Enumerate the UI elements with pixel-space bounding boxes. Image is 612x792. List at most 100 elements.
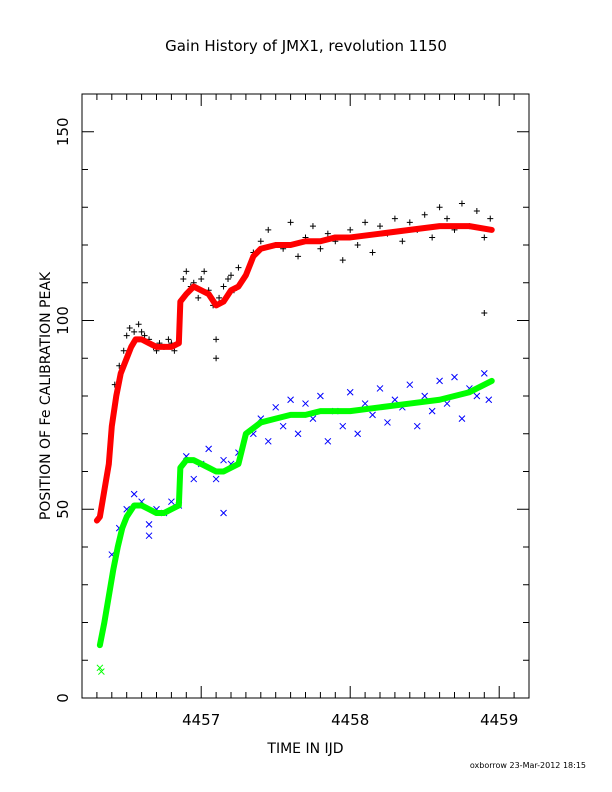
- data-point: [437, 223, 443, 229]
- data-point: [191, 284, 197, 290]
- data-point: [221, 299, 227, 305]
- data-point: [444, 215, 451, 222]
- data-point: [177, 299, 183, 305]
- y-tick-label: 100: [54, 306, 72, 335]
- data-point: [287, 219, 294, 226]
- data-point: [124, 514, 130, 520]
- data-point: [228, 287, 234, 293]
- data-point: [437, 397, 443, 403]
- data-point: [165, 336, 172, 343]
- data-point: [376, 385, 384, 392]
- data-point: [133, 336, 139, 342]
- data-point: [183, 268, 190, 275]
- data-point: [228, 272, 234, 279]
- data-point: [407, 227, 413, 233]
- data-point: [168, 344, 174, 350]
- data-point: [361, 400, 369, 407]
- data-point: [109, 423, 115, 429]
- data-point: [473, 208, 480, 215]
- data-point: [123, 332, 130, 339]
- data-point: [94, 518, 100, 524]
- data-point: [466, 223, 472, 229]
- data-point: [346, 388, 354, 396]
- data-point: [135, 321, 142, 328]
- data-point: [139, 502, 145, 508]
- data-point: [481, 309, 488, 316]
- chart-title: Gain History of JMX1, revolution 1150: [165, 37, 447, 55]
- data-point: [466, 389, 472, 395]
- data-point: [324, 437, 332, 445]
- data-point: [421, 392, 429, 400]
- x-tick-label: 4459: [480, 711, 518, 729]
- data-point: [317, 408, 323, 414]
- data-point: [139, 336, 145, 342]
- data-point: [161, 510, 167, 516]
- data-point: [273, 242, 279, 248]
- data-point: [119, 525, 125, 531]
- data-point: [332, 408, 338, 414]
- data-point: [216, 294, 223, 301]
- data-point: [369, 249, 376, 256]
- data-point: [250, 253, 256, 259]
- data-point: [115, 544, 121, 550]
- data-point: [324, 230, 331, 237]
- data-point: [480, 369, 488, 377]
- credit-line: oxborrow 23-Mar-2012 18:15: [470, 761, 586, 770]
- data-point: [243, 431, 249, 437]
- data-point: [146, 340, 152, 346]
- data-point: [101, 620, 107, 625]
- data-point: [354, 430, 362, 438]
- data-point: [339, 257, 346, 264]
- data-point: [101, 487, 107, 493]
- data-point: [106, 593, 112, 599]
- data-point: [339, 422, 347, 430]
- data-point: [145, 532, 153, 540]
- data-point: [154, 510, 159, 516]
- data-point: [317, 238, 323, 244]
- data-point: [120, 347, 127, 354]
- data-point: [309, 415, 317, 423]
- series-4: [96, 664, 105, 675]
- data-point: [294, 430, 302, 438]
- data-point: [302, 400, 309, 407]
- y-tick-label: 150: [54, 117, 72, 146]
- data-point: [205, 445, 213, 453]
- data-point: [235, 284, 241, 290]
- data-point: [489, 378, 495, 384]
- data-point: [180, 275, 187, 282]
- data-point: [362, 219, 369, 226]
- data-point: [391, 215, 398, 222]
- data-point: [377, 404, 383, 410]
- plot-area: 4457 4458 4459 0 50 100 150: [54, 93, 530, 729]
- data-point: [309, 223, 316, 230]
- data-point: [138, 328, 145, 335]
- data-point: [228, 465, 234, 471]
- data-point: [220, 283, 227, 290]
- data-point: [198, 275, 205, 282]
- data-point: [201, 268, 208, 275]
- data-point: [485, 396, 493, 404]
- data-point: [377, 223, 383, 230]
- data-point: [279, 422, 287, 430]
- x-tick-label: 4458: [331, 711, 369, 729]
- data-point: [206, 291, 212, 297]
- data-point: [145, 520, 153, 528]
- data-point: [421, 211, 428, 218]
- data-point: [303, 412, 308, 418]
- data-point: [347, 226, 354, 233]
- data-point: [225, 275, 232, 282]
- data-point: [443, 400, 451, 407]
- data-point: [458, 415, 466, 423]
- data-point: [168, 498, 175, 506]
- data-point: [154, 344, 159, 350]
- data-point: [195, 294, 202, 301]
- data-point: [369, 411, 376, 419]
- data-point: [264, 437, 272, 445]
- data-point: [213, 302, 219, 308]
- data-point: [406, 219, 413, 226]
- data-point: [212, 475, 220, 483]
- data-point: [436, 204, 443, 211]
- y-tick-label: 50: [54, 500, 72, 519]
- data-point: [429, 234, 436, 241]
- data-point: [213, 355, 220, 362]
